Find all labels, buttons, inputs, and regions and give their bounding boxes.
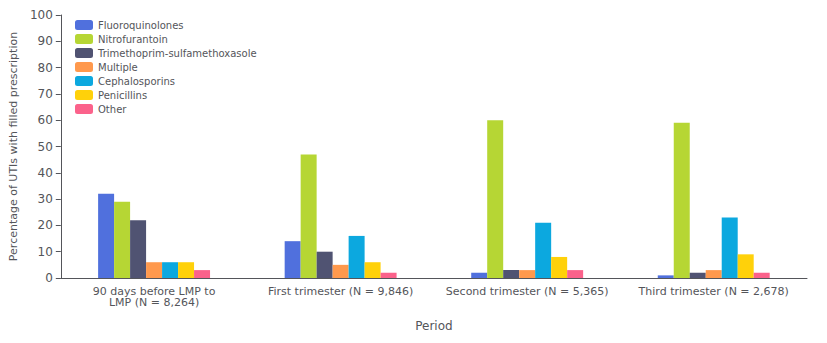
svg-text:0: 0 bbox=[45, 271, 53, 285]
svg-text:Cephalosporins: Cephalosporins bbox=[98, 76, 175, 87]
svg-text:70: 70 bbox=[38, 87, 53, 101]
svg-text:50: 50 bbox=[38, 140, 53, 154]
svg-text:Multiple: Multiple bbox=[98, 62, 138, 73]
svg-text:60: 60 bbox=[38, 113, 53, 127]
svg-text:90 days before LMP to: 90 days before LMP to bbox=[92, 285, 216, 298]
svg-text:First trimester (N = 9,846): First trimester (N = 9,846) bbox=[268, 285, 413, 298]
svg-text:Other: Other bbox=[98, 104, 127, 115]
svg-text:30: 30 bbox=[38, 192, 53, 206]
svg-text:Period: Period bbox=[415, 319, 452, 333]
svg-text:80: 80 bbox=[38, 61, 53, 75]
svg-text:Trimethoprim-sulfamethoxasole: Trimethoprim-sulfamethoxasole bbox=[97, 48, 257, 59]
svg-text:Penicillins: Penicillins bbox=[98, 90, 147, 101]
svg-text:90: 90 bbox=[38, 34, 53, 48]
svg-text:Second trimester (N = 5,365): Second trimester (N = 5,365) bbox=[446, 285, 609, 298]
svg-text:40: 40 bbox=[38, 166, 53, 180]
svg-text:LMP (N = 8,264): LMP (N = 8,264) bbox=[109, 296, 199, 309]
svg-text:10: 10 bbox=[38, 245, 53, 259]
svg-text:Fluoroquinolones: Fluoroquinolones bbox=[98, 20, 184, 31]
svg-text:20: 20 bbox=[38, 218, 53, 232]
svg-text:100: 100 bbox=[30, 8, 53, 22]
svg-text:Percentage of UTIs with filled: Percentage of UTIs with filled prescript… bbox=[7, 32, 20, 261]
svg-text:Nitrofurantoin: Nitrofurantoin bbox=[98, 34, 168, 45]
svg-text:Third trimester (N = 2,678): Third trimester (N = 2,678) bbox=[638, 285, 789, 298]
